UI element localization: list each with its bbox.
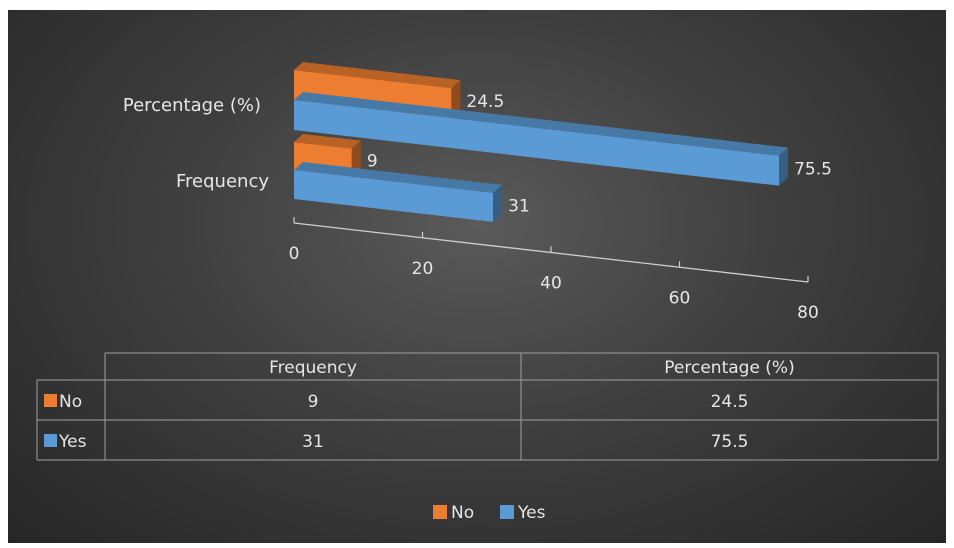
bar-no-percentage-end [451, 80, 461, 119]
bar-no-frequency-end [351, 140, 361, 177]
x-tick-label: 40 [540, 274, 562, 294]
table-legend-key [44, 394, 57, 407]
table-cell: 31 [302, 432, 324, 452]
category-label-percentage: Percentage (%) [123, 95, 261, 116]
x-tick-label: 0 [289, 244, 300, 264]
table-cell: 24.5 [711, 392, 749, 412]
legend-key-yes [500, 505, 514, 519]
table-header: Frequency [269, 358, 357, 378]
bar-yes-frequency-end [493, 184, 503, 222]
table-row-label: Yes [58, 432, 87, 452]
bar-yes-percentage-end [779, 147, 789, 186]
table-header: Percentage (%) [664, 358, 794, 378]
data-label: 75.5 [794, 160, 832, 180]
bar-yes-frequency [294, 170, 494, 222]
table-row-label: No [59, 392, 82, 412]
bar-yes-percentage-top [294, 92, 789, 156]
data-label: 31 [508, 196, 530, 216]
legend-key-no [433, 505, 447, 519]
chart-area: 0 20 40 60 80 24.5 75.5 9 31 Percentage (%) Freque… [8, 10, 946, 543]
bar-no-percentage-top [294, 62, 461, 89]
data-label: 9 [367, 152, 378, 172]
table-cell: 9 [308, 392, 319, 412]
table-cell: 75.5 [711, 432, 749, 452]
bar-no-frequency-top [294, 134, 361, 149]
bar-yes-frequency-top [294, 162, 503, 193]
bar-yes-percentage [294, 100, 780, 186]
legend-item-yes: Yes [517, 503, 546, 523]
table-legend-key [44, 434, 57, 447]
x-tick-label: 60 [669, 288, 691, 308]
x-tick-label: 20 [412, 259, 434, 279]
data-label: 24.5 [466, 92, 504, 112]
category-label-frequency: Frequency [176, 171, 269, 192]
x-tick-label: 80 [797, 303, 819, 323]
legend-item-no: No [451, 503, 474, 523]
chart-svg: 0 20 40 60 80 24.5 75.5 9 31 Percentage (%) Freque… [36, 62, 939, 523]
